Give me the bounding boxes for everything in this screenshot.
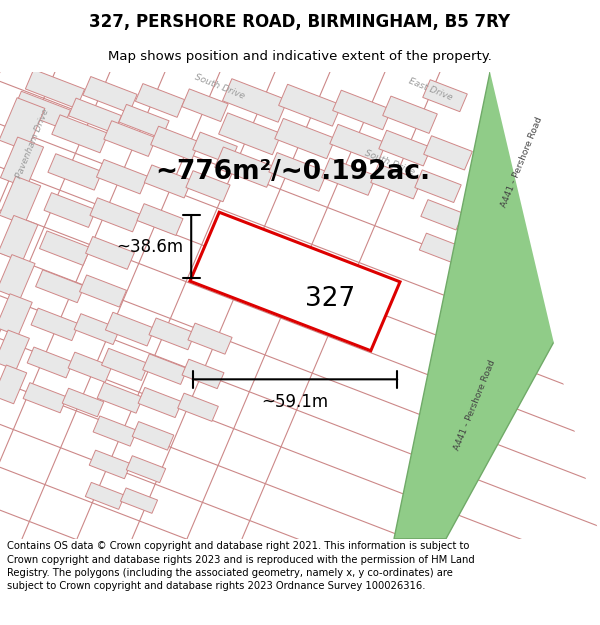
Polygon shape	[0, 365, 27, 404]
Polygon shape	[68, 352, 112, 382]
Polygon shape	[1, 137, 44, 188]
Polygon shape	[138, 388, 182, 418]
Text: ~59.1m: ~59.1m	[262, 392, 329, 411]
Polygon shape	[89, 450, 131, 479]
Polygon shape	[275, 118, 335, 159]
Text: 327, PERSHORE ROAD, BIRMINGHAM, B5 7RY: 327, PERSHORE ROAD, BIRMINGHAM, B5 7RY	[89, 12, 511, 31]
Polygon shape	[145, 165, 191, 198]
Polygon shape	[424, 136, 472, 170]
Polygon shape	[278, 84, 341, 126]
Text: Contains OS data © Crown copyright and database right 2021. This information is : Contains OS data © Crown copyright and d…	[7, 541, 475, 591]
Polygon shape	[394, 72, 600, 539]
Text: Pavenham Drive: Pavenham Drive	[15, 107, 51, 179]
Polygon shape	[97, 159, 148, 194]
Polygon shape	[223, 79, 287, 122]
Polygon shape	[190, 213, 400, 351]
Polygon shape	[137, 204, 183, 236]
Polygon shape	[419, 233, 461, 263]
Polygon shape	[186, 171, 230, 202]
Text: East Drive: East Drive	[407, 76, 453, 102]
Polygon shape	[149, 318, 195, 350]
Polygon shape	[193, 132, 237, 164]
Polygon shape	[136, 84, 185, 118]
Polygon shape	[52, 115, 108, 152]
Text: South Drive: South Drive	[194, 72, 247, 100]
Polygon shape	[371, 164, 421, 199]
Polygon shape	[13, 91, 71, 129]
Polygon shape	[48, 154, 102, 190]
Polygon shape	[127, 456, 166, 482]
Text: A441 - Pershore Road: A441 - Pershore Road	[500, 116, 544, 209]
Polygon shape	[83, 76, 137, 113]
Polygon shape	[215, 147, 275, 188]
Polygon shape	[101, 348, 148, 381]
Text: 327: 327	[305, 286, 355, 312]
Polygon shape	[269, 152, 327, 191]
Polygon shape	[0, 254, 35, 299]
Polygon shape	[62, 388, 104, 417]
Polygon shape	[330, 124, 386, 162]
Polygon shape	[104, 121, 156, 156]
Polygon shape	[188, 323, 232, 354]
Text: Map shows position and indicative extent of the property.: Map shows position and indicative extent…	[108, 49, 492, 62]
Polygon shape	[182, 359, 224, 389]
Polygon shape	[132, 421, 174, 450]
Polygon shape	[178, 393, 218, 421]
Polygon shape	[423, 80, 467, 112]
Polygon shape	[0, 294, 32, 336]
Polygon shape	[549, 158, 600, 215]
Polygon shape	[106, 312, 155, 346]
Polygon shape	[80, 275, 127, 307]
Polygon shape	[383, 96, 437, 133]
Polygon shape	[151, 126, 199, 161]
Polygon shape	[490, 72, 600, 539]
Polygon shape	[23, 382, 67, 413]
Polygon shape	[27, 347, 73, 378]
Polygon shape	[0, 98, 45, 151]
Polygon shape	[121, 488, 158, 513]
Polygon shape	[415, 170, 461, 202]
Polygon shape	[68, 98, 121, 133]
Polygon shape	[0, 176, 41, 225]
Polygon shape	[85, 482, 125, 509]
Text: ~776m²/~0.192ac.: ~776m²/~0.192ac.	[155, 159, 430, 185]
Polygon shape	[322, 158, 376, 196]
Polygon shape	[44, 192, 96, 228]
Polygon shape	[93, 416, 137, 446]
Text: South Drive: South Drive	[364, 148, 416, 176]
Polygon shape	[40, 231, 91, 266]
Polygon shape	[90, 198, 140, 232]
Polygon shape	[74, 314, 120, 344]
Polygon shape	[379, 130, 431, 166]
Text: A441 - Pershore Road: A441 - Pershore Road	[452, 359, 497, 452]
Polygon shape	[25, 69, 85, 109]
Polygon shape	[35, 270, 85, 302]
Polygon shape	[421, 199, 463, 230]
Polygon shape	[332, 90, 391, 130]
Polygon shape	[0, 330, 29, 370]
Polygon shape	[182, 89, 228, 121]
Polygon shape	[31, 308, 79, 341]
Polygon shape	[543, 244, 593, 299]
Polygon shape	[86, 236, 134, 269]
Polygon shape	[97, 382, 143, 413]
Text: ~38.6m: ~38.6m	[116, 238, 183, 256]
Polygon shape	[143, 354, 187, 384]
Polygon shape	[218, 113, 281, 155]
Polygon shape	[119, 104, 169, 139]
Polygon shape	[0, 216, 38, 262]
Polygon shape	[534, 74, 590, 136]
